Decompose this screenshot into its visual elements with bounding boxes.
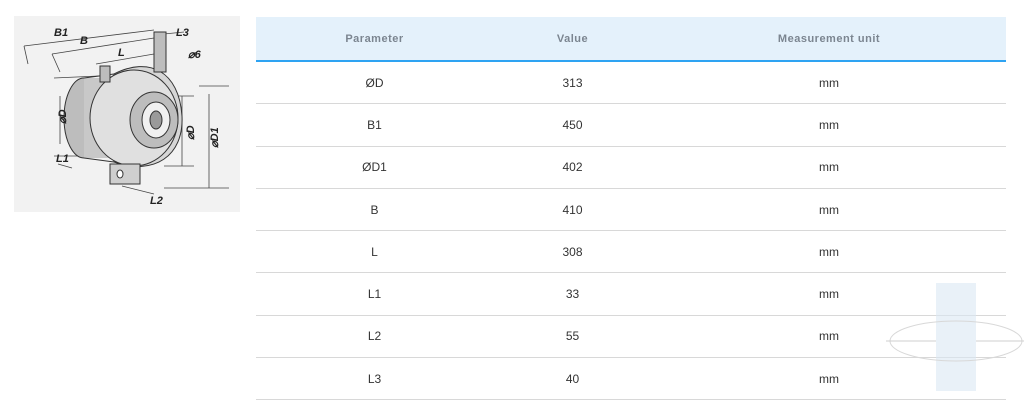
- cell-parameter: L3: [256, 357, 493, 401]
- cell-parameter: L1: [256, 272, 493, 316]
- fan-dimension-svg: B1 B L L3 ⌀6 ⌀D ⌀D ⌀D1 L1 L2: [23, 27, 229, 207]
- table-row: L3 40 mm: [256, 357, 1006, 401]
- table-row: ØD1 402 mm: [256, 146, 1006, 189]
- label-d6: ⌀6: [188, 49, 202, 61]
- table-row: ØD 313 mm: [256, 61, 1006, 105]
- label-l3: L3: [176, 27, 189, 39]
- table-row: L 308 mm: [256, 230, 1006, 274]
- header-value: Value: [493, 17, 652, 62]
- cell-parameter: L2: [256, 315, 493, 359]
- cell-unit: mm: [652, 230, 1006, 274]
- label-d-right: ⌀D: [185, 125, 197, 140]
- table-row: B 410 mm: [256, 188, 1006, 232]
- cell-unit: mm: [652, 188, 1006, 232]
- cell-value: 40: [493, 357, 652, 401]
- cell-value: 402: [493, 146, 652, 189]
- cell-unit: mm: [652, 61, 1006, 105]
- cell-value: 33: [493, 272, 652, 316]
- header-unit: Measurement unit: [652, 17, 1006, 62]
- cell-value: 313: [493, 61, 652, 105]
- cell-parameter: ØD: [256, 61, 493, 105]
- cell-parameter: B1: [256, 103, 493, 147]
- table-header-row: Parameter Value Measurement unit: [256, 17, 1006, 62]
- cell-unit: mm: [652, 357, 1006, 401]
- cell-unit: mm: [652, 272, 1006, 316]
- label-b: B: [80, 35, 88, 47]
- dimension-drawing: B1 B L L3 ⌀6 ⌀D ⌀D ⌀D1 L1 L2: [14, 16, 240, 212]
- table-row: L2 55 mm: [256, 315, 1006, 359]
- label-l2: L2: [150, 195, 163, 207]
- table-row: B1 450 mm: [256, 103, 1006, 147]
- cell-value: 308: [493, 230, 652, 274]
- cell-unit: mm: [652, 315, 1006, 359]
- specifications-table: Parameter Value Measurement unit ØD 313 …: [256, 17, 1006, 401]
- header-parameter: Parameter: [256, 17, 493, 62]
- label-b1: B1: [54, 27, 68, 39]
- cell-value: 450: [493, 103, 652, 147]
- label-d-left: ⌀D: [57, 109, 69, 124]
- cell-value: 410: [493, 188, 652, 232]
- cell-unit: mm: [652, 146, 1006, 189]
- label-l: L: [118, 47, 125, 59]
- label-l1: L1: [56, 153, 69, 165]
- label-d1: ⌀D1: [209, 127, 221, 148]
- cell-parameter: B: [256, 188, 493, 232]
- cell-parameter: L: [256, 230, 493, 274]
- table-row: L1 33 mm: [256, 272, 1006, 316]
- cell-parameter: ØD1: [256, 146, 493, 189]
- cell-value: 55: [493, 315, 652, 359]
- cell-unit: mm: [652, 103, 1006, 147]
